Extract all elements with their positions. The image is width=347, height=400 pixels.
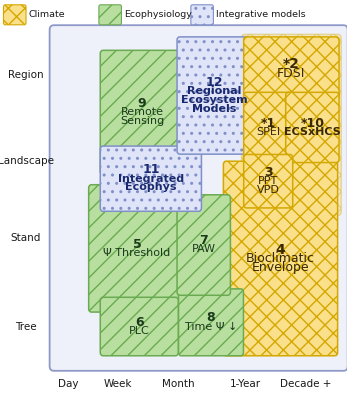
Text: SPEI: SPEI <box>256 127 280 137</box>
FancyBboxPatch shape <box>244 92 293 162</box>
FancyBboxPatch shape <box>191 5 213 25</box>
Text: Climate: Climate <box>28 10 65 19</box>
FancyBboxPatch shape <box>286 92 339 162</box>
Text: Integrative models: Integrative models <box>216 10 305 19</box>
Text: *2: *2 <box>283 57 300 71</box>
FancyBboxPatch shape <box>100 50 184 174</box>
Text: Regional: Regional <box>187 86 241 96</box>
Text: Sensing: Sensing <box>120 116 164 126</box>
FancyBboxPatch shape <box>177 195 230 295</box>
Text: Day: Day <box>58 379 78 389</box>
FancyBboxPatch shape <box>223 161 338 356</box>
Text: Decade +: Decade + <box>280 379 331 389</box>
FancyBboxPatch shape <box>3 5 26 25</box>
Text: 5: 5 <box>133 238 142 250</box>
FancyBboxPatch shape <box>177 37 251 154</box>
FancyBboxPatch shape <box>89 185 186 312</box>
Text: Envelope: Envelope <box>252 261 309 274</box>
Text: 6: 6 <box>135 316 144 329</box>
Text: Region: Region <box>8 70 44 80</box>
Text: Ecophysiology: Ecophysiology <box>124 10 192 19</box>
Text: Stand: Stand <box>11 233 41 243</box>
FancyBboxPatch shape <box>244 154 293 208</box>
Text: 8: 8 <box>207 312 215 324</box>
Text: Week: Week <box>103 379 132 389</box>
FancyBboxPatch shape <box>178 289 244 356</box>
Text: Ecophys: Ecophys <box>125 182 177 192</box>
Text: 4: 4 <box>276 243 285 257</box>
Text: PPT: PPT <box>258 176 278 186</box>
FancyBboxPatch shape <box>50 25 347 371</box>
Text: *1: *1 <box>261 116 276 130</box>
Text: Integrated: Integrated <box>118 174 184 184</box>
Text: 9: 9 <box>138 97 146 110</box>
Text: Models: Models <box>192 104 236 114</box>
Text: *10: *10 <box>301 116 324 130</box>
Text: ECSxHCS: ECSxHCS <box>284 127 341 137</box>
Text: Ecosystem: Ecosystem <box>180 95 247 105</box>
Text: Bioclimatic: Bioclimatic <box>246 252 315 265</box>
FancyBboxPatch shape <box>99 5 121 25</box>
Text: Remote: Remote <box>121 107 164 117</box>
Text: FDSI: FDSI <box>277 66 306 80</box>
Text: 12: 12 <box>205 76 223 89</box>
Text: Landscape: Landscape <box>0 156 54 166</box>
Text: 11: 11 <box>142 163 160 176</box>
Text: Tree: Tree <box>15 322 37 332</box>
FancyBboxPatch shape <box>100 146 201 211</box>
Text: PAW: PAW <box>192 244 216 254</box>
Text: Time Ψ ↓: Time Ψ ↓ <box>185 322 237 332</box>
FancyBboxPatch shape <box>244 37 339 100</box>
Text: PLC: PLC <box>129 326 150 336</box>
Text: 3: 3 <box>264 166 272 179</box>
FancyBboxPatch shape <box>100 297 178 356</box>
FancyBboxPatch shape <box>242 34 341 216</box>
Text: 1-Year: 1-Year <box>229 379 261 389</box>
Text: VPD: VPD <box>257 185 280 195</box>
Text: Ψ Threshold: Ψ Threshold <box>103 248 171 258</box>
Text: 7: 7 <box>200 234 208 247</box>
Text: Month: Month <box>162 379 195 389</box>
